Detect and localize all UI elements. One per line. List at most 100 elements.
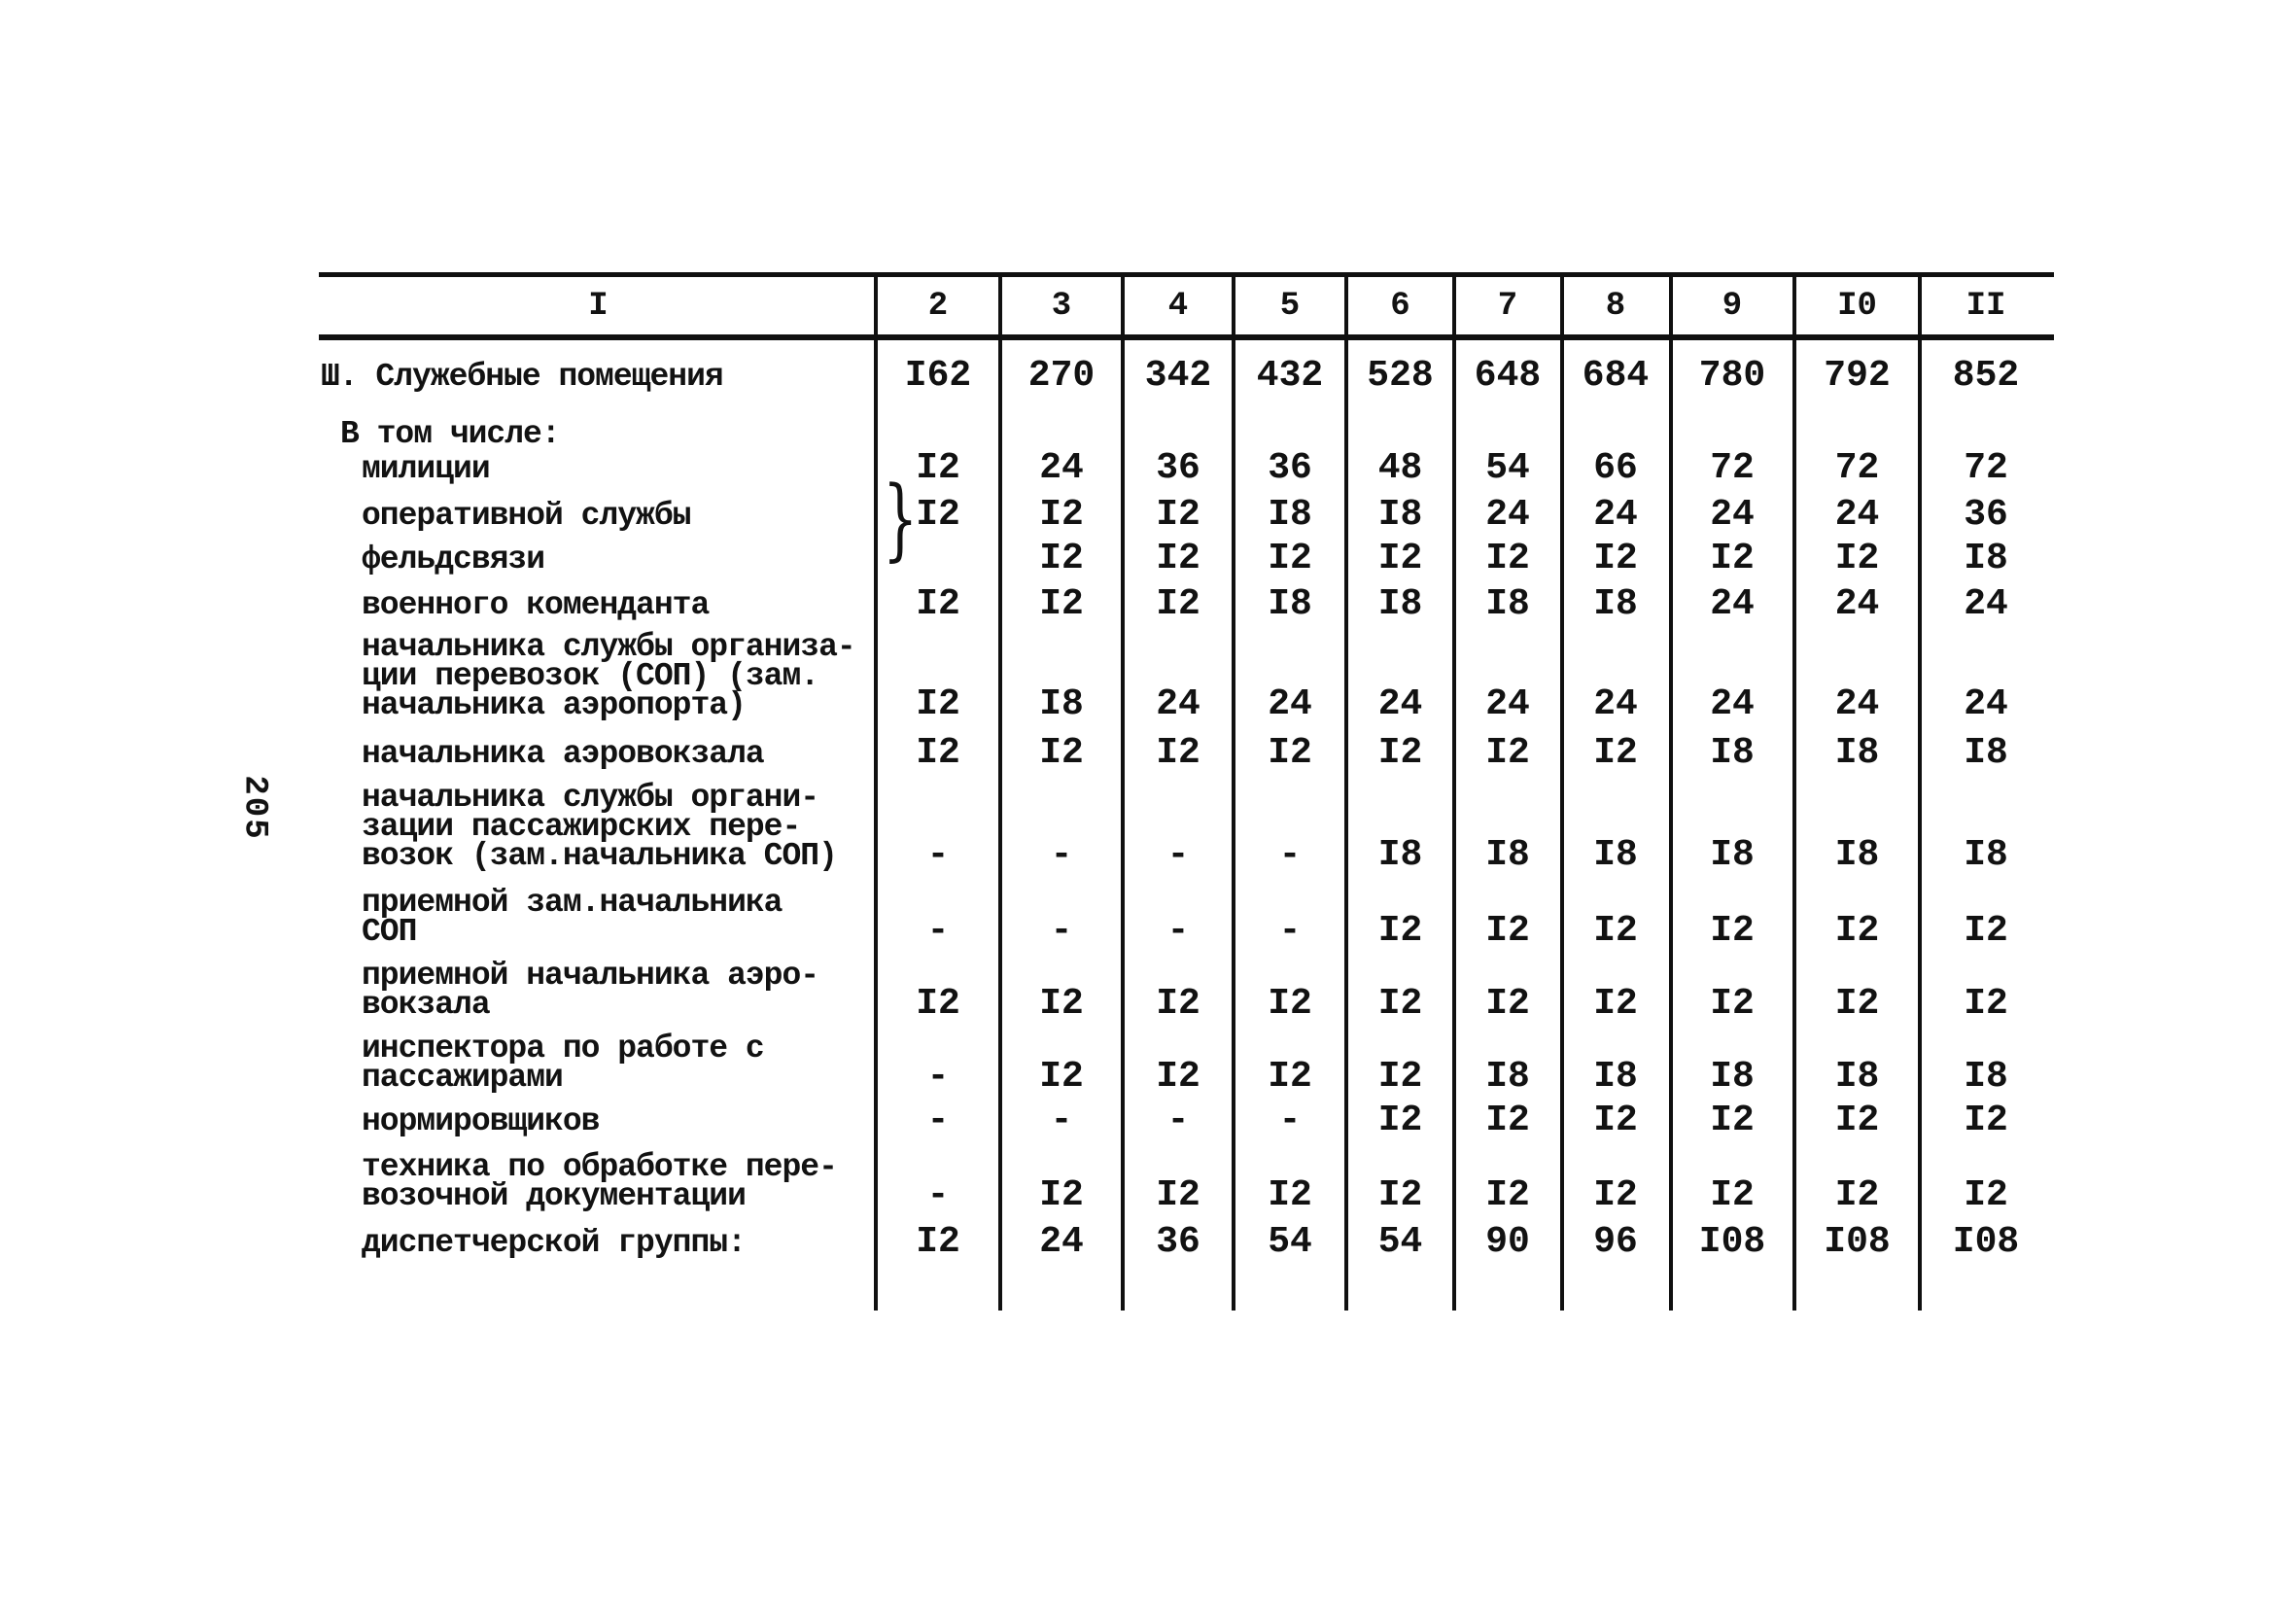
staffing-table-body: Ш. Служебные помещения I62 270 342 432 5… xyxy=(321,342,2052,1263)
column-divider xyxy=(1918,272,1922,1311)
value-cell: I2 xyxy=(1964,910,2008,952)
value-cell: I8 xyxy=(1593,834,1638,876)
value-cell: I2 xyxy=(1039,1174,1084,1216)
value-cell: I2 xyxy=(1039,732,1084,774)
value-cell: I2 xyxy=(1156,494,1200,536)
value-cell: - xyxy=(1166,910,1190,952)
value-cell: I2 xyxy=(1593,538,1638,579)
table-row: приемной начальника аэро- вокзала I2 I2 … xyxy=(321,958,2052,1025)
row-label: начальника службы организа- ции перевозо… xyxy=(362,629,856,723)
value-cell: - xyxy=(1166,1100,1190,1141)
column-divider xyxy=(998,272,1002,1311)
table-top-border xyxy=(319,272,2054,277)
value-cell: I8 xyxy=(1964,834,2008,876)
value-cell: I2 xyxy=(1834,1174,1880,1216)
value-cell: I08 xyxy=(1952,1221,2020,1263)
table-row: приемной зам.начальника СОП - - - - I2 I… xyxy=(321,887,2052,952)
table-row: милиции I2 24 36 36 48 54 66 72 xyxy=(321,447,2052,489)
value-cell: 36 xyxy=(1268,447,1312,489)
value-cell: I2 xyxy=(1593,1100,1638,1141)
value-cell: I2 xyxy=(1593,983,1638,1025)
value-cell: I2 xyxy=(1710,983,1755,1025)
value-cell: I8 xyxy=(1710,834,1755,876)
table-row: начальника службы организа- ции перевозо… xyxy=(321,629,2052,725)
value-cell: I2 xyxy=(1377,1100,1423,1141)
value-cell: 72 xyxy=(1834,447,1880,489)
value-cell: 432 xyxy=(1256,355,1324,397)
value-cell: 528 xyxy=(1367,355,1434,397)
row-label: В том числе: xyxy=(340,416,561,452)
column-divider xyxy=(1121,272,1125,1311)
value-cell: 36 xyxy=(1156,1221,1200,1263)
row-label: Ш. Служебные помещения xyxy=(321,359,724,395)
value-cell: I8 xyxy=(1377,583,1423,625)
table-row: инспектора по работе с пассажирами - I2 … xyxy=(321,1031,2052,1098)
row-label: приемной начальника аэро- вокзала xyxy=(362,958,819,1023)
value-cell: 270 xyxy=(1027,355,1096,397)
row-label: техника по обработке пере- возочной доку… xyxy=(362,1149,838,1214)
column-header: 3 xyxy=(1051,288,1072,325)
column-divider xyxy=(1452,272,1456,1311)
value-cell: I2 xyxy=(916,732,960,774)
row-label: милиции xyxy=(362,451,491,487)
value-cell: I2 xyxy=(1710,1100,1755,1141)
value-cell: - xyxy=(926,1174,950,1216)
table-row: фельдсвязи I2 I2 I2 I2 I2 I2 I2 xyxy=(321,538,2052,579)
value-cell: I2 xyxy=(1268,732,1312,774)
column-header: I0 xyxy=(1837,288,1877,325)
value-cell: 24 xyxy=(1485,683,1530,725)
value-cell: I8 xyxy=(1710,732,1755,774)
value-cell: 684 xyxy=(1582,355,1650,397)
column-divider xyxy=(1792,272,1796,1311)
value-cell: I2 xyxy=(1710,1174,1755,1216)
value-cell: 342 xyxy=(1144,355,1212,397)
table-row: В том числе: xyxy=(321,416,2052,452)
value-cell: I2 xyxy=(1039,1056,1084,1098)
row-label: инспектора по работе с пассажирами xyxy=(362,1031,765,1096)
value-cell: - xyxy=(1166,834,1190,876)
value-cell: 72 xyxy=(1964,447,2008,489)
value-cell: - xyxy=(926,1100,950,1141)
value-cell: 24 xyxy=(1834,683,1880,725)
row-label: нормировщиков xyxy=(362,1103,600,1139)
value-cell: 90 xyxy=(1485,1221,1530,1263)
value-cell: I2 xyxy=(916,683,960,725)
value-cell: I2 xyxy=(1834,1100,1880,1141)
page-number: 205 xyxy=(235,775,273,841)
column-header: II xyxy=(1966,288,2006,325)
value-cell: 24 xyxy=(1834,583,1880,625)
value-cell: I8 xyxy=(1377,494,1423,536)
table-row: Ш. Служебные помещения I62 270 342 432 5… xyxy=(321,355,2052,397)
value-cell: I2 xyxy=(1593,910,1638,952)
value-cell: I2 xyxy=(916,1221,960,1263)
table-row: техника по обработке пере- возочной доку… xyxy=(321,1149,2052,1216)
value-cell: 66 xyxy=(1593,447,1638,489)
value-cell: I8 xyxy=(1268,583,1312,625)
value-cell: I2 xyxy=(1377,538,1423,579)
value-cell: 24 xyxy=(1268,683,1312,725)
value-cell: I2 xyxy=(1039,494,1084,536)
table-row: диспетчерской группы: I2 24 36 54 54 90 … xyxy=(321,1221,2052,1263)
value-cell: 54 xyxy=(1377,1221,1423,1263)
row-label: оперативной службы xyxy=(362,498,691,534)
value-cell: 96 xyxy=(1593,1221,1638,1263)
value-cell: I2 xyxy=(1156,732,1200,774)
value-cell: I2 xyxy=(1377,910,1423,952)
value-cell: 24 xyxy=(1710,494,1755,536)
value-cell: 36 xyxy=(1964,494,2008,536)
value-cell: I2 xyxy=(916,447,960,489)
value-cell: I62 xyxy=(904,355,972,397)
table-row: начальника службы органи- зации пассажир… xyxy=(321,782,2052,876)
value-cell: I8 xyxy=(1485,834,1530,876)
value-cell: I2 xyxy=(1039,583,1084,625)
value-cell: I2 xyxy=(916,494,960,536)
column-divider xyxy=(1560,272,1564,1311)
value-cell: 24 xyxy=(1039,447,1084,489)
value-cell: 780 xyxy=(1698,355,1766,397)
value-cell: I8 xyxy=(1485,583,1530,625)
row-group-brace: } xyxy=(883,467,919,571)
value-cell: 24 xyxy=(1593,683,1638,725)
value-cell: I8 xyxy=(1039,683,1084,725)
value-cell: I2 xyxy=(1485,910,1530,952)
